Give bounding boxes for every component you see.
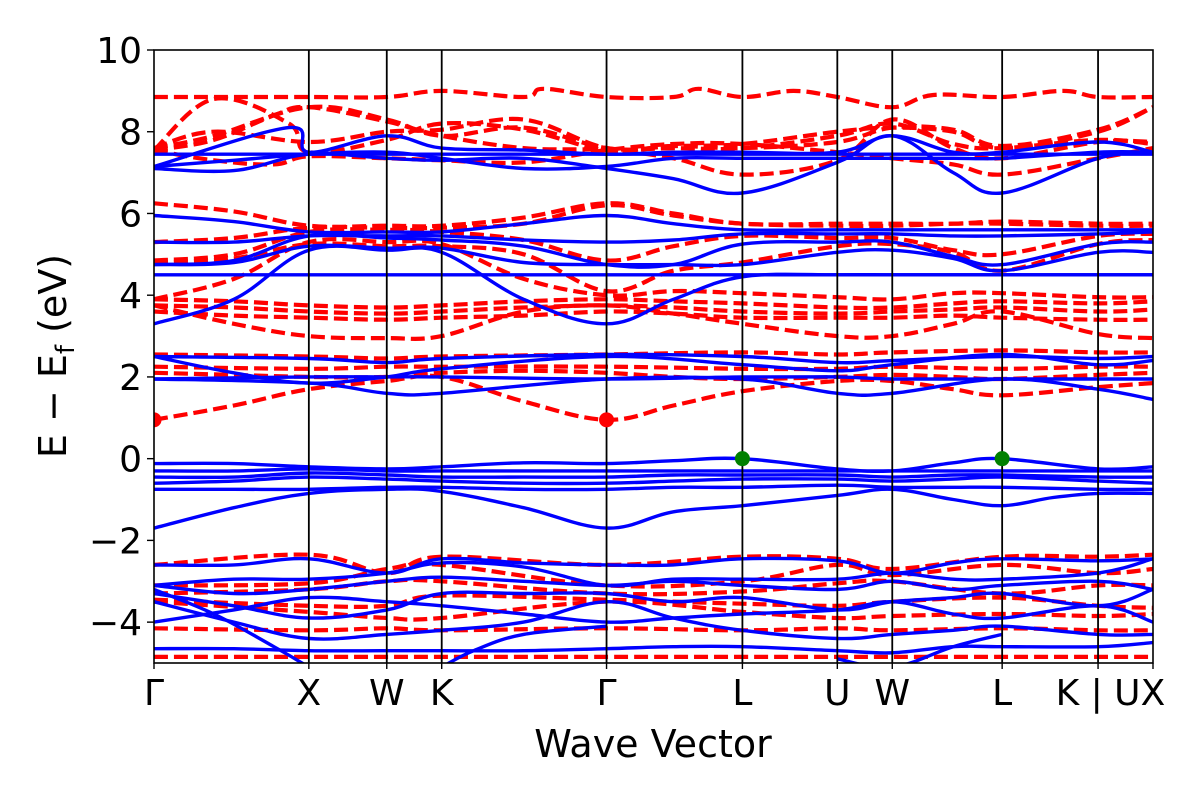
y-axis-title: E − Ef (eV) xyxy=(31,254,81,458)
y-tick-label: 0 xyxy=(119,440,142,481)
spin-down-band-line xyxy=(154,373,1153,422)
spin-up-band-line xyxy=(836,632,1003,663)
spin-down-band-line xyxy=(154,227,1153,263)
y-axis-title-subscript: f xyxy=(51,344,81,354)
x-tick-label: U xyxy=(824,673,850,714)
bands-layer xyxy=(154,86,1153,663)
y-tick-label: 6 xyxy=(119,194,142,235)
y-axis-title-unit: (eV) xyxy=(31,254,75,345)
x-tick-label: Γ xyxy=(597,673,617,714)
x-tick-label: X xyxy=(1141,673,1166,714)
spin-up-band-line xyxy=(154,575,1153,596)
spin-down-band-line xyxy=(154,303,1153,316)
spin-down-band-line xyxy=(154,86,1153,110)
y-tick-label: 4 xyxy=(119,276,142,317)
y-tick-label: −2 xyxy=(89,521,142,562)
spin-up-band-line xyxy=(445,624,607,663)
spin-down-band-line xyxy=(154,303,1153,341)
spin-down-band-line xyxy=(154,297,1153,311)
svg-text:E − Ef (eV): E − Ef (eV) xyxy=(31,254,81,458)
spin-up-band-line xyxy=(154,556,1153,575)
spin-down-band-line xyxy=(154,309,1153,322)
spin-up-band-line xyxy=(154,487,1153,530)
cbm-marker xyxy=(599,412,615,428)
vbm-marker xyxy=(734,451,750,467)
spin-up-band-line xyxy=(154,475,1153,486)
y-tick-label: 10 xyxy=(96,31,142,72)
spin-up-band-line xyxy=(154,213,1153,235)
spin-down-band-line xyxy=(154,626,1153,633)
spin-up-band-line xyxy=(154,557,1153,588)
spin-down-band-line xyxy=(154,236,1153,302)
x-tick-label: L xyxy=(992,673,1012,714)
spin-up-band-line xyxy=(154,352,1153,365)
x-tick-label: X xyxy=(297,673,322,714)
spin-down-band-line xyxy=(154,201,1153,229)
spin-up-band-line xyxy=(154,456,1153,474)
spin-down-band-line xyxy=(154,593,1153,610)
y-axis-title-main: E − E xyxy=(31,354,75,458)
y-tick-label: 8 xyxy=(119,113,142,154)
y-tick-label: 2 xyxy=(119,358,142,399)
spin-up-band-line xyxy=(154,471,1153,480)
y-tick-label: −4 xyxy=(89,603,142,644)
x-tick-label: K xyxy=(430,673,455,714)
x-tick-label: W xyxy=(874,673,910,714)
spin-up-band-line xyxy=(154,640,1153,655)
cbm-marker xyxy=(154,412,162,428)
x-tick-label: L xyxy=(732,673,752,714)
series-spin-up xyxy=(154,125,1153,663)
band-edge-markers xyxy=(154,412,1010,467)
spin-down-band-line xyxy=(154,237,1153,294)
spin-up-band-line xyxy=(154,483,1153,492)
kpoint-lines xyxy=(307,50,1099,663)
spin-down-band-line xyxy=(154,364,1153,372)
spin-up-band-line xyxy=(154,587,306,663)
x-tick-label: K | U xyxy=(1056,673,1141,714)
vbm-marker xyxy=(994,451,1010,467)
x-tick-label: Γ xyxy=(144,673,164,714)
spin-up-band-line xyxy=(154,230,1153,245)
y-axis-ticks: −4 −2 0 2 4 6 8 10 xyxy=(89,31,154,644)
spin-up-band-line xyxy=(154,374,1153,381)
spin-down-band-line xyxy=(154,140,1153,177)
spin-down-band-line xyxy=(154,348,1153,361)
plot-frame xyxy=(153,49,1154,664)
spin-down-band-line xyxy=(154,552,1153,576)
spin-up-band-line xyxy=(154,587,1153,620)
spin-down-band-line xyxy=(154,96,1153,155)
spin-up-band-line xyxy=(154,599,1153,641)
x-axis-title: Wave Vector xyxy=(534,722,772,766)
x-tick-label: W xyxy=(369,673,405,714)
spin-up-band-line xyxy=(154,467,1153,473)
